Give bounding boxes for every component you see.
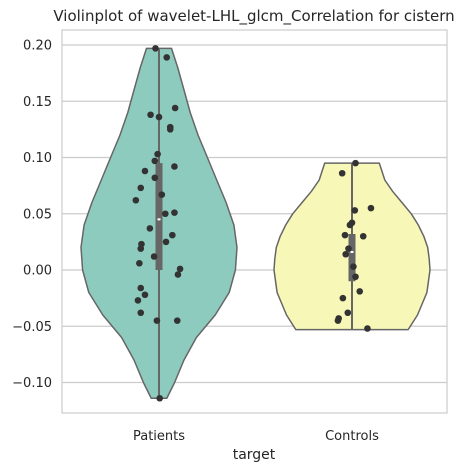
data-point <box>158 191 166 198</box>
data-point <box>151 174 159 182</box>
data-point <box>350 263 357 270</box>
chart-title: Violinplot of wavelet-LHL_glcm_Correlati… <box>53 7 454 26</box>
violin-median <box>350 251 354 253</box>
data-point <box>339 294 347 302</box>
data-point <box>352 273 359 281</box>
data-point <box>150 253 158 260</box>
data-point <box>134 297 142 304</box>
x-tick-label: Patients <box>133 429 185 444</box>
data-point <box>341 231 349 239</box>
violin-median <box>157 218 161 221</box>
data-point <box>137 245 145 252</box>
plot-frame <box>61 29 448 414</box>
data-point <box>334 317 342 324</box>
data-point <box>171 209 178 216</box>
data-point <box>162 238 170 246</box>
data-point <box>151 157 159 165</box>
violin-iqr-box <box>348 234 356 282</box>
data-point <box>171 104 179 112</box>
data-point <box>367 204 375 212</box>
data-point <box>359 232 367 240</box>
data-point <box>169 231 176 239</box>
y-tick-label: 0.00 <box>23 264 52 279</box>
data-point <box>338 169 346 177</box>
data-points-layer <box>132 45 375 402</box>
data-point <box>141 291 149 299</box>
data-point <box>137 284 145 292</box>
data-point <box>342 250 349 258</box>
data-point <box>176 265 184 273</box>
x-axis-label: target <box>233 447 276 463</box>
data-point <box>345 245 352 252</box>
data-point <box>152 45 159 52</box>
data-point <box>166 126 174 133</box>
data-point <box>171 163 178 170</box>
x-axis-ticks: Patients Controls <box>133 429 379 444</box>
data-point <box>173 317 181 324</box>
y-tick-label: 0.10 <box>23 151 52 166</box>
data-point <box>163 54 171 61</box>
y-axis-ticks: −0.10 −0.05 0.00 0.05 0.10 0.15 0.20 <box>12 39 52 392</box>
data-point <box>174 271 182 278</box>
data-point <box>154 150 161 158</box>
data-point <box>132 196 140 204</box>
data-point <box>344 309 352 317</box>
data-point <box>141 167 149 175</box>
y-tick-label: 0.05 <box>23 207 52 222</box>
data-point <box>136 259 143 267</box>
y-tick-label: −0.05 <box>12 320 52 335</box>
data-point <box>153 317 161 324</box>
data-point <box>156 394 164 402</box>
data-point <box>155 113 163 121</box>
data-point <box>364 325 371 332</box>
x-tick-label: Controls <box>325 429 379 444</box>
violins-layer <box>80 47 431 400</box>
data-point <box>352 159 359 167</box>
data-point <box>346 221 354 229</box>
data-point <box>356 288 364 295</box>
data-point <box>137 184 145 192</box>
violin-iqr-box <box>155 163 163 270</box>
data-point <box>147 111 154 119</box>
data-point <box>351 207 359 214</box>
y-tick-label: −0.10 <box>12 376 52 391</box>
data-point <box>162 210 169 218</box>
data-point <box>137 309 145 317</box>
y-tick-label: 0.20 <box>23 39 52 54</box>
data-point <box>146 225 154 232</box>
y-tick-label: 0.15 <box>23 95 52 110</box>
